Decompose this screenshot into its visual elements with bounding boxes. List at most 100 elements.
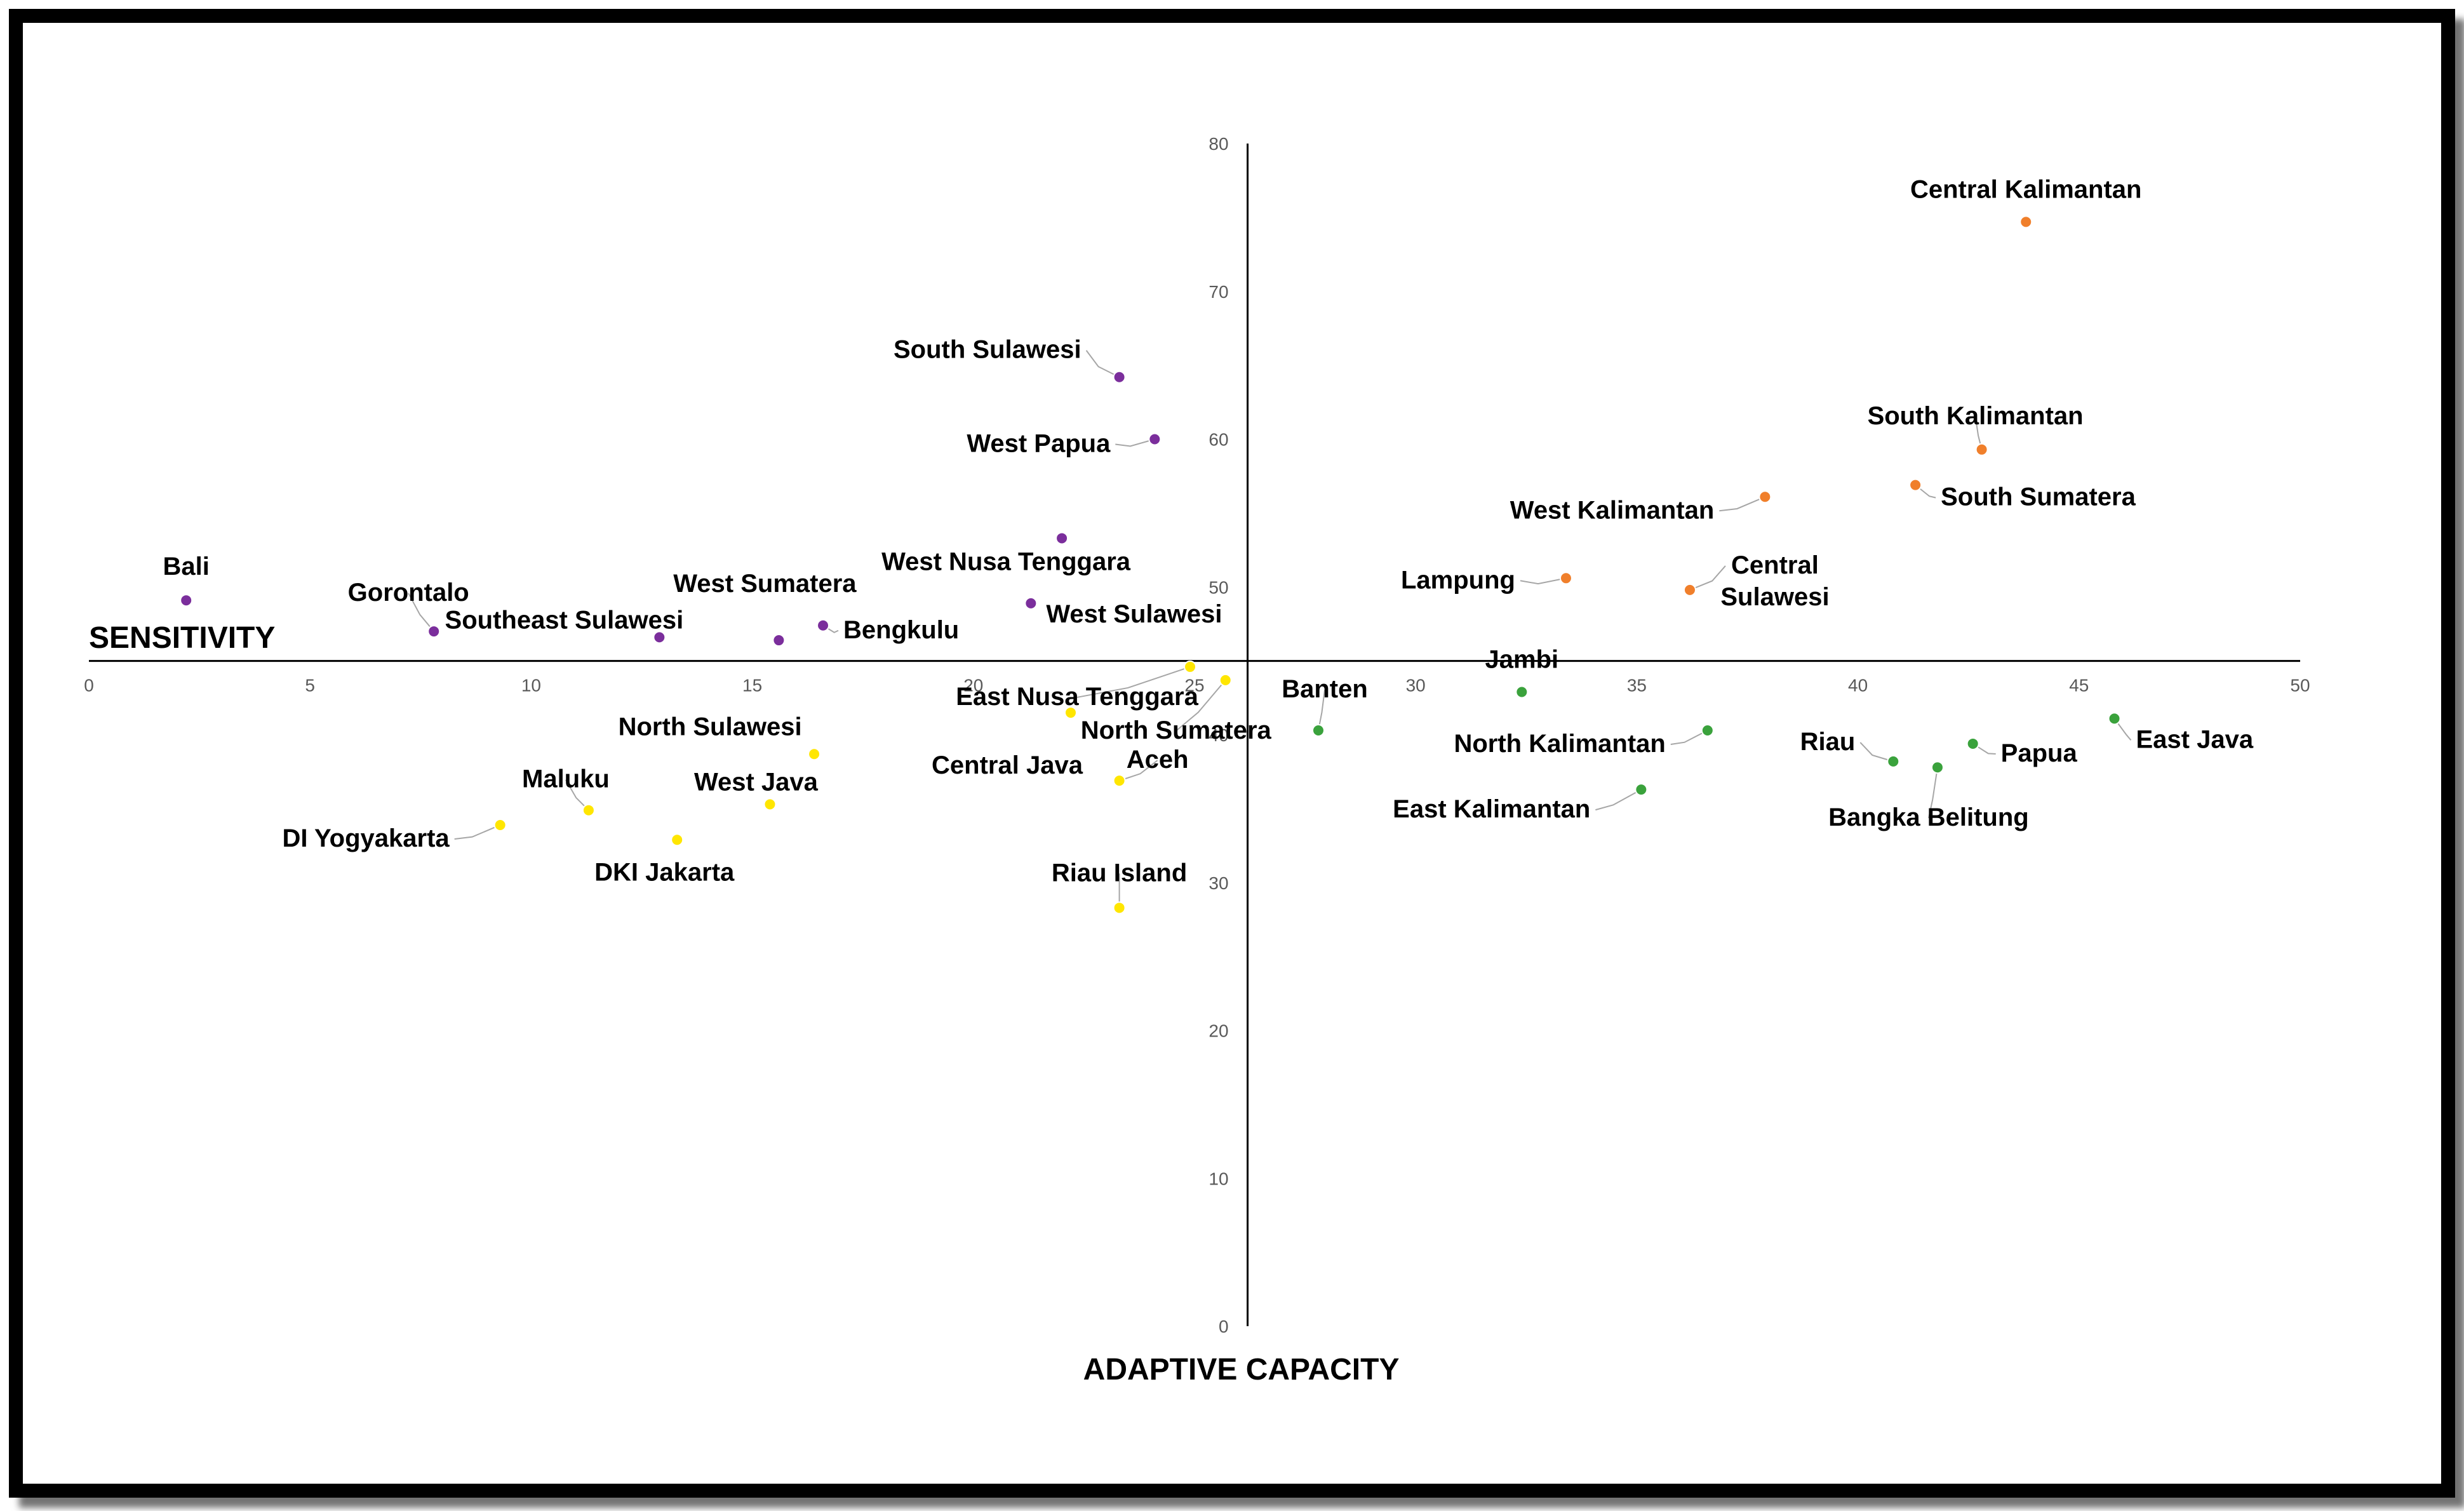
y-axis-title: SENSITIVITY [89, 621, 275, 655]
x-tick-label: 35 [1627, 676, 1647, 695]
chart-frame [9, 9, 2455, 1498]
leader-gorontalo [408, 593, 434, 632]
x-tick-label: 0 [84, 676, 94, 695]
leader-north-sumatera [1175, 680, 1226, 732]
point-north-kalimantan [1701, 724, 1714, 737]
point-west-papua [1148, 433, 1162, 446]
x-tick-label: 20 [963, 676, 983, 695]
label-gorontalo: Gorontalo [348, 579, 469, 607]
leader-south-sulawesi [1085, 350, 1120, 378]
label-west-java: West Java [694, 768, 819, 796]
point-south-sulawesi [1113, 370, 1126, 384]
point-bengkulu [817, 619, 830, 632]
x-axis-title: ADAPTIVE CAPACITY [1083, 1353, 1400, 1387]
leader-west-kalimantan [1719, 496, 1765, 512]
y-tick-label: 70 [1209, 282, 1228, 302]
leader-aceh [1119, 760, 1158, 782]
point-west-sumatera [772, 634, 786, 647]
label-bengkulu: Bengkulu [843, 616, 959, 644]
label-east-nusa-tenggara: East Nusa Tenggara [956, 683, 1198, 711]
label-lampung: Lampung [1401, 566, 1515, 594]
point-south-kalimantan [1975, 443, 1988, 456]
label-west-sumatera: West Sumatera [673, 570, 857, 598]
label-jambi: Jambi [1485, 646, 1559, 674]
x-tick-label: 25 [1184, 676, 1204, 695]
leader-central-sulawesi [1689, 565, 1726, 591]
point-east-kalimantan [1635, 783, 1648, 796]
label-east-java: East Java [2136, 725, 2254, 753]
point-banten [1311, 724, 1325, 737]
y-tick-label: 40 [1209, 725, 1228, 745]
label-central-kalimantan: Central Kalimantan [1910, 175, 2142, 203]
label-west-kalimantan: West Kalimantan [1510, 496, 1715, 524]
y-tick-label: 10 [1209, 1169, 1228, 1188]
label-south-sulawesi: South Sulawesi [894, 336, 1081, 364]
y-tick-label: 20 [1209, 1021, 1228, 1041]
data-points [180, 215, 2121, 915]
point-riau [1887, 755, 1900, 768]
leader-east-nusa-tenggara [1076, 666, 1191, 698]
point-southeast-sulawesi [653, 631, 666, 644]
point-jambi [1515, 685, 1529, 699]
point-riau-island [1113, 901, 1126, 915]
label-bali: Bali [163, 553, 210, 581]
leader-di-yogyakarta [454, 824, 501, 840]
label-riau: Riau [1800, 728, 1856, 756]
y-tick-label: 50 [1209, 577, 1228, 597]
point-central-kalimantan [2019, 215, 2033, 229]
point-lampung [1559, 572, 1572, 585]
axes: 0 5 10 15 20 25 30 35 40 45 50 0 10 20 30 40 50 60 70 80 [84, 134, 2310, 1336]
x-tick-label: 50 [2290, 676, 2310, 695]
label-south-sumatera: South Sumatera [1941, 483, 2136, 511]
leader-north-kalimantan [1670, 730, 1708, 746]
x-tick-label: 30 [1406, 676, 1426, 695]
point-di-yogyakarta [493, 818, 507, 831]
point-east-java [2108, 712, 2121, 725]
label-aceh: Aceh [1127, 746, 1189, 774]
leader-east-java [2113, 718, 2132, 741]
x-tick-label: 5 [305, 676, 315, 695]
point-north-sumatera [1219, 673, 1232, 687]
label-south-kalimantan: South Kalimantan [1868, 402, 2084, 430]
point-north-sulawesi [808, 748, 821, 761]
point-west-nusa-tenggara [1055, 532, 1069, 545]
y-tick-label: 80 [1209, 134, 1228, 154]
x-tick-label: 40 [1848, 676, 1868, 695]
point-aceh [1113, 774, 1126, 788]
point-east-nusa-tenggara [1184, 660, 1197, 673]
label-banten: Banten [1282, 675, 1368, 703]
label-riau-island: Riau Island [1052, 859, 1187, 887]
x-tick-label: 10 [521, 676, 541, 695]
label-central-java: Central Java [932, 751, 1083, 779]
label-north-sulawesi: North Sulawesi [619, 713, 802, 741]
point-gorontalo [427, 625, 441, 638]
point-bali [180, 594, 193, 607]
leader-riau [1859, 742, 1894, 762]
label-west-nusa-tenggara: West Nusa Tenggara [881, 547, 1131, 575]
point-south-sumatera [1909, 478, 1922, 492]
y-tick-label: 0 [1219, 1317, 1229, 1336]
label-west-sulawesi: West Sulawesi [1046, 600, 1222, 628]
x-tick-label: 45 [2069, 676, 2089, 695]
label-east-kalimantan: East Kalimantan [1393, 795, 1590, 823]
label-bangka-belitung: Bangka Belitung [1828, 803, 2029, 831]
label-southeast-sulawesi: Southeast Sulawesi [445, 606, 684, 634]
x-tick-label: 15 [742, 676, 762, 695]
label-north-kalimantan: North Kalimantan [1454, 730, 1665, 758]
leader-east-kalimantan [1595, 789, 1642, 811]
point-central-sulawesi [1683, 583, 1696, 596]
label-papua: Papua [2001, 739, 2078, 767]
point-bangka-belitung [1931, 761, 1944, 774]
point-west-kalimantan [1758, 490, 1772, 504]
point-central-java [1064, 706, 1078, 720]
point-maluku [582, 803, 595, 817]
point-west-java [763, 798, 777, 811]
point-west-sulawesi [1024, 596, 1038, 610]
label-maluku: Maluku [522, 765, 610, 793]
y-tick-label: 30 [1209, 873, 1228, 893]
point-papua [1966, 737, 1979, 750]
label-dki-jakarta: DKI Jakarta [594, 858, 735, 886]
leader-lampung [1520, 577, 1567, 585]
